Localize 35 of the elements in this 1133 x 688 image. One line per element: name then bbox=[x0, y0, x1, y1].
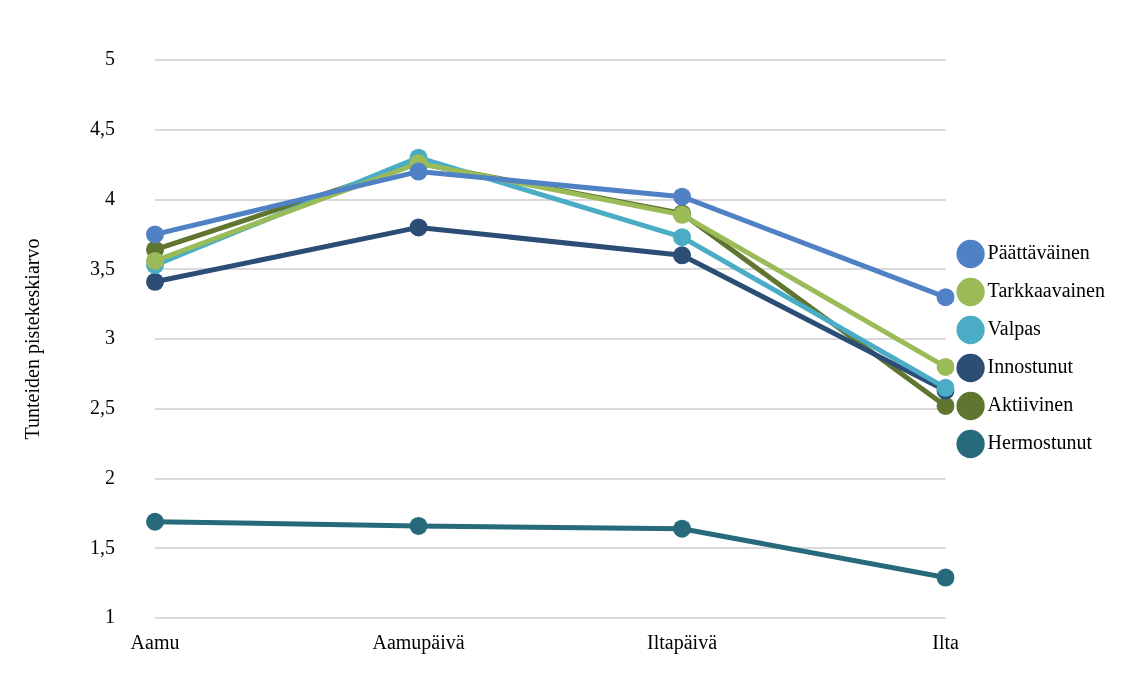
point bbox=[936, 357, 955, 376]
legend-label: Innostunut bbox=[987, 355, 1074, 378]
point bbox=[146, 225, 164, 244]
y-tick-label: 4 bbox=[105, 186, 115, 209]
point bbox=[673, 519, 692, 538]
point bbox=[146, 272, 164, 291]
point bbox=[673, 187, 692, 206]
point bbox=[936, 568, 955, 587]
y-axis-title: Tunteiden pistekeskiarvo bbox=[21, 238, 45, 440]
x-tick-label: Iltapäivä bbox=[647, 631, 718, 655]
y-tick-label: 3,5 bbox=[90, 256, 115, 279]
x-tick-label: Ilta bbox=[932, 631, 960, 654]
y-tick-label: 3 bbox=[105, 326, 115, 349]
y-tick-label: 1,5 bbox=[90, 535, 115, 558]
y-tick-label: 5 bbox=[105, 47, 115, 70]
legend-label: Aktiivinen bbox=[987, 393, 1074, 416]
y-tick-label: 2,5 bbox=[90, 396, 115, 418]
x-tick-label: Aamu bbox=[130, 631, 180, 654]
point bbox=[409, 162, 428, 181]
point bbox=[146, 251, 164, 270]
point bbox=[409, 218, 428, 237]
point bbox=[146, 512, 164, 531]
y-tick-label: 1 bbox=[105, 605, 115, 628]
legend-label: Tarkkaavainen bbox=[987, 279, 1105, 302]
x-tick-label: Aamupäivä bbox=[372, 631, 465, 655]
point bbox=[936, 288, 955, 307]
y-tick-label: 4,5 bbox=[90, 117, 115, 139]
point bbox=[936, 396, 955, 415]
point bbox=[673, 246, 692, 265]
y-tick-label: 2 bbox=[105, 465, 115, 488]
legend-label: Päättäväinen bbox=[987, 241, 1090, 264]
legend-label: Hermostunut bbox=[987, 431, 1093, 454]
point bbox=[673, 228, 692, 247]
point bbox=[409, 516, 428, 535]
legend-label: Valpas bbox=[987, 317, 1042, 341]
